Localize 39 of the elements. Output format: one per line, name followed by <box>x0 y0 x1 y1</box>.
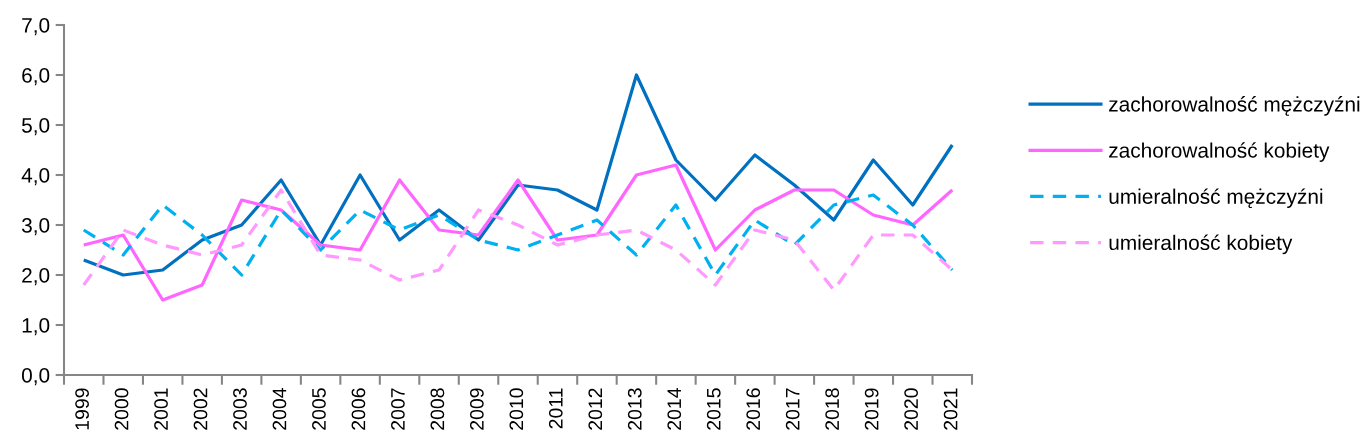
line-series <box>82 163 954 302</box>
legend-label: umieralność kobiety <box>1109 234 1293 255</box>
x-tick-label: 1999 <box>75 388 89 430</box>
x-tick-label: 2021 <box>943 388 958 430</box>
x-tick-label: 2011 <box>548 388 563 429</box>
x-tick-label: 2012 <box>588 388 603 430</box>
y-tick-label: 6,0 <box>22 68 50 86</box>
x-tick-label: 2000 <box>114 388 129 430</box>
line-series <box>82 188 954 292</box>
x-tick-label: 2002 <box>193 388 208 430</box>
y-tick-label: 0,0 <box>21 368 50 386</box>
y-tick-label: 1,0 <box>22 318 50 336</box>
x-tick-label: 2018 <box>825 388 840 430</box>
x-tick-label: 2004 <box>272 388 287 430</box>
x-tick-label: 2017 <box>785 388 800 430</box>
y-tick-label: 3,0 <box>21 218 50 236</box>
x-tick-label: 2009 <box>469 388 484 430</box>
x-tick-label: 2006 <box>351 388 366 430</box>
x-tick-label: 2015 <box>706 388 721 430</box>
y-tick-label: 5,0 <box>21 118 50 136</box>
x-tick-label: 2005 <box>312 388 326 430</box>
x-tick-label: 2010 <box>509 388 524 430</box>
y-tick-label: 4,0 <box>21 168 50 186</box>
legend-label: zachorowalność kobiety <box>1109 142 1330 162</box>
y-tick-label: 2,0 <box>22 268 50 286</box>
legend-label: zachorowalność mężczyźni <box>1109 96 1360 116</box>
x-tick-label: 2003 <box>233 388 247 430</box>
line-series <box>82 73 954 277</box>
x-tick-label: 2016 <box>746 388 761 430</box>
x-tick-label: 2001 <box>154 388 168 430</box>
x-tick-label: 2020 <box>904 388 918 430</box>
x-tick-label: 2008 <box>430 388 445 430</box>
x-tick-label: 2007 <box>391 388 405 430</box>
x-tick-label: 2013 <box>627 388 642 430</box>
x-tick-label: 2019 <box>864 388 879 430</box>
line-series <box>82 193 954 277</box>
y-tick-label: 7,0 <box>22 18 50 36</box>
legend-label: umieralność mężczyźni <box>1109 188 1323 209</box>
x-tick-label: 2014 <box>667 388 682 430</box>
